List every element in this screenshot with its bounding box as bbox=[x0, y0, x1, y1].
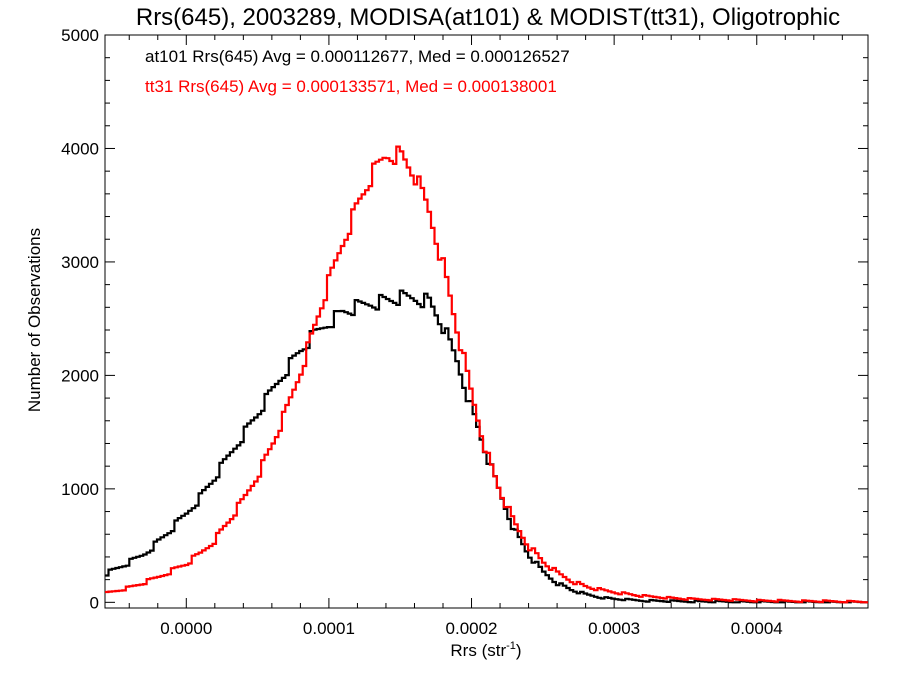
x-tick-label: 0.0000 bbox=[160, 619, 212, 638]
legend-annotation-black: at101 Rrs(645) Avg = 0.000112677, Med = … bbox=[145, 47, 570, 66]
x-axis-label-end: ) bbox=[516, 641, 522, 660]
x-tick-label: 0.0001 bbox=[303, 619, 355, 638]
series-layer bbox=[105, 145, 868, 604]
x-axis-label-main: Rrs (str bbox=[450, 641, 506, 660]
y-tick-label: 0 bbox=[90, 593, 99, 612]
series-at101-line bbox=[105, 289, 868, 604]
legend-annotation-red: tt31 Rrs(645) Avg = 0.000133571, Med = 0… bbox=[145, 77, 557, 96]
y-tick-label: 5000 bbox=[61, 26, 99, 45]
x-axis-label-superscript: -1 bbox=[506, 640, 516, 652]
y-tick-label: 2000 bbox=[61, 366, 99, 385]
x-tick-label: 0.0003 bbox=[588, 619, 640, 638]
x-tick-label: 0.0002 bbox=[446, 619, 498, 638]
series-tt31-line bbox=[105, 145, 868, 604]
y-axis-label: Number of Observations bbox=[25, 228, 44, 412]
y-axis: 0 1000 2000 3000 4000 5000 bbox=[61, 26, 868, 612]
y-tick-label: 1000 bbox=[61, 480, 99, 499]
y-tick-label: 4000 bbox=[61, 139, 99, 158]
chart-title: Rrs(645), 2003289, MODISA(at101) & MODIS… bbox=[136, 4, 840, 31]
plot-frame bbox=[104, 34, 869, 609]
x-axis: 0.0000 0.0001 0.0002 0.0003 0.0004 bbox=[128, 35, 843, 638]
x-tick-label: 0.0004 bbox=[731, 619, 783, 638]
y-tick-label: 3000 bbox=[61, 253, 99, 272]
x-axis-label: Rrs (str-1) bbox=[450, 640, 521, 660]
